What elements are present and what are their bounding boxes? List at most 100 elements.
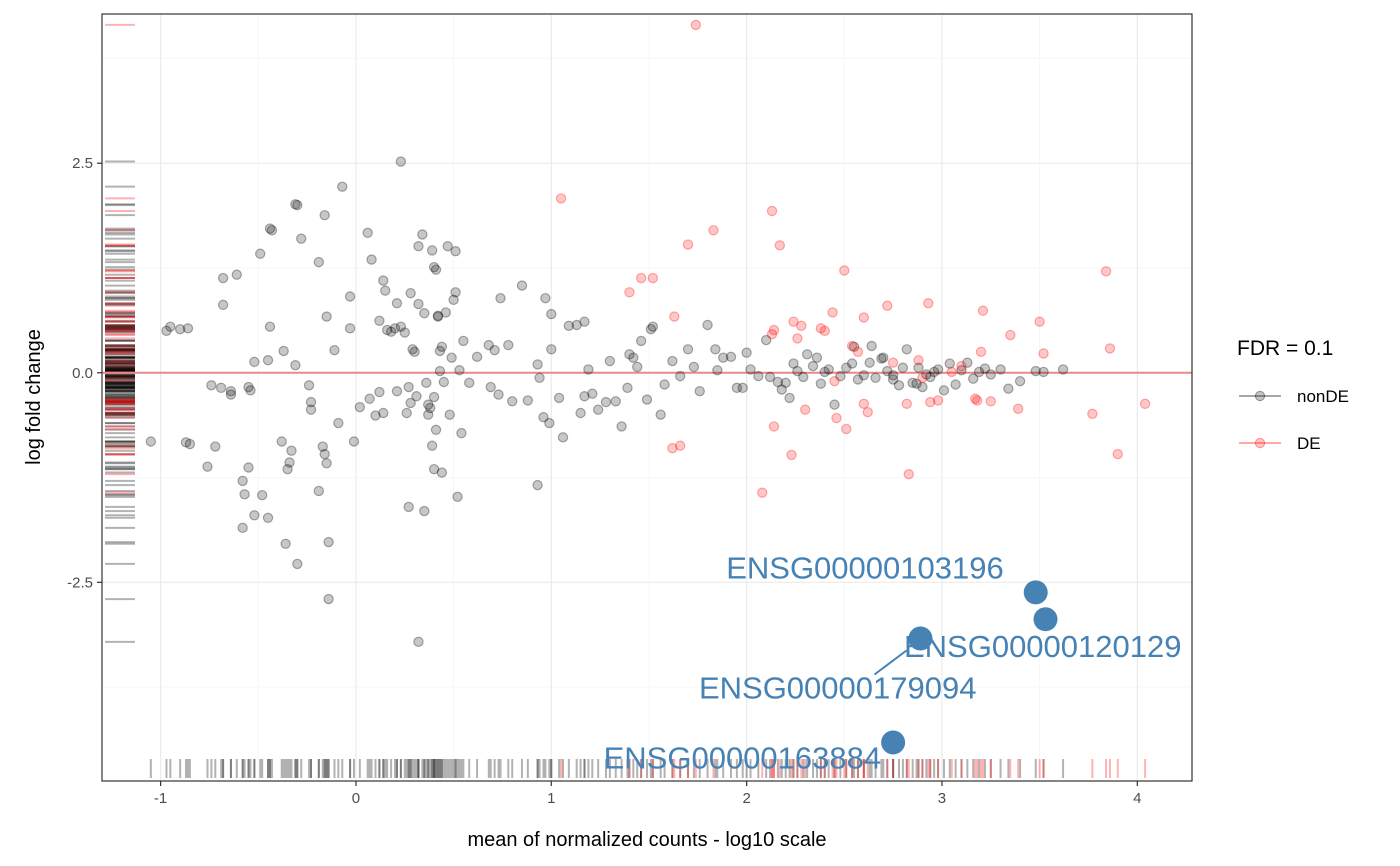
point-DE-15 <box>774 240 786 251</box>
point-nonDE-234 <box>911 378 922 389</box>
point-nonDE-145 <box>579 391 590 402</box>
point-DE-5 <box>669 311 680 322</box>
grid-minor <box>102 14 1192 781</box>
point-nonDE-155 <box>624 349 635 360</box>
point-nonDE-208 <box>907 377 918 389</box>
point-nonDE-133 <box>534 372 545 384</box>
point-nonDE-121 <box>464 377 475 389</box>
point-nonDE-36 <box>264 223 276 234</box>
legend-title: FDR = 0.1 <box>1237 337 1333 360</box>
point-nonDE-200 <box>864 357 875 368</box>
point-DE-23 <box>827 307 838 318</box>
point-DE-55 <box>969 393 981 404</box>
point-nonDE-231 <box>866 340 877 352</box>
point-nonDE-66 <box>378 407 389 419</box>
point-nonDE-20 <box>239 489 250 500</box>
point-nonDE-47 <box>321 458 332 469</box>
point-nonDE-134 <box>532 479 543 491</box>
highlight-point-0 <box>1023 580 1048 605</box>
point-nonDE-160 <box>645 323 657 335</box>
x-tick-label-5: 4 <box>1133 790 1141 807</box>
point-nonDE-125 <box>489 344 500 356</box>
point-nonDE-186 <box>792 365 803 377</box>
legend-label-1: DE <box>1297 434 1321 453</box>
point-DE-32 <box>882 300 893 311</box>
point-nonDE-2 <box>174 323 186 335</box>
point-nonDE-124 <box>485 381 496 393</box>
point-DE-40 <box>946 366 957 378</box>
point-nonDE-64 <box>370 410 381 421</box>
point-DE-54 <box>1139 398 1151 409</box>
point-nonDE-60 <box>354 401 366 413</box>
point-nonDE-172 <box>717 352 729 363</box>
point-nonDE-149 <box>592 404 604 415</box>
point-nonDE-55 <box>333 417 344 429</box>
point-nonDE-104 <box>403 501 414 513</box>
point-nonDE-177 <box>745 364 756 375</box>
point-nonDE-224 <box>995 364 1006 375</box>
point-nonDE-58 <box>344 291 356 302</box>
point-nonDE-122 <box>471 351 483 363</box>
y-tick-label-0: -2.5 <box>67 574 93 591</box>
point-nonDE-211 <box>921 369 932 380</box>
point-nonDE-221 <box>973 366 985 378</box>
point-nonDE-88 <box>426 245 438 256</box>
point-nonDE-79 <box>407 344 418 355</box>
point-nonDE-129 <box>507 396 518 407</box>
point-nonDE-19 <box>237 475 248 487</box>
point-nonDE-105 <box>419 505 430 517</box>
point-nonDE-175 <box>737 382 748 394</box>
point-nonDE-176 <box>741 347 752 358</box>
point-nonDE-76 <box>399 327 410 338</box>
point-nonDE-18 <box>243 462 254 473</box>
point-DE-45 <box>985 396 996 407</box>
point-nonDE-10 <box>225 386 237 397</box>
point-nonDE-120 <box>434 365 446 377</box>
point-DE-37 <box>923 297 934 309</box>
highlight-label-2: ENSG00000179094 <box>699 670 977 705</box>
point-nonDE-42 <box>303 380 315 391</box>
highlight-label-1: ENSG00000120129 <box>904 629 1182 664</box>
point-nonDE-97 <box>446 352 457 363</box>
point-DE-34 <box>901 398 913 409</box>
point-nonDE-166 <box>682 344 694 355</box>
point-nonDE-84 <box>417 229 428 240</box>
point-nonDE-199 <box>858 370 870 381</box>
point-nonDE-8 <box>206 380 217 391</box>
point-nonDE-226 <box>1014 375 1026 387</box>
x-tick-label-2: 1 <box>547 790 555 807</box>
point-nonDE-21 <box>256 489 268 501</box>
legend-entries: nonDE DE <box>1239 387 1349 453</box>
point-DE-22 <box>819 325 830 337</box>
point-nonDE-32 <box>262 354 274 366</box>
point-nonDE-159 <box>641 394 653 405</box>
highlight-point-3 <box>881 730 906 755</box>
point-nonDE-82 <box>411 391 422 402</box>
point-nonDE-73 <box>391 297 403 309</box>
point-nonDE-193 <box>823 364 834 375</box>
point-nonDE-135 <box>538 411 549 423</box>
point-DE-7 <box>675 440 686 451</box>
point-DE-17 <box>788 316 799 327</box>
point-nonDE-223 <box>985 369 996 380</box>
point-nonDE-178 <box>753 370 764 382</box>
point-nonDE-62 <box>364 393 375 404</box>
point-nonDE-65 <box>374 386 385 398</box>
point-DE-51 <box>1100 266 1112 277</box>
point-nonDE-216 <box>944 358 955 369</box>
point-nonDE-131 <box>522 395 534 406</box>
point-nonDE-143 <box>571 319 582 331</box>
point-DE-50 <box>1087 408 1098 420</box>
point-nonDE-31 <box>249 356 260 368</box>
point-nonDE-197 <box>846 358 858 369</box>
highlight-point-1 <box>1033 607 1058 632</box>
point-nonDE-115 <box>391 386 403 397</box>
point-nonDE-45 <box>313 485 325 497</box>
point-nonDE-205 <box>893 380 905 391</box>
point-nonDE-59 <box>348 436 360 447</box>
point-nonDE-51 <box>319 209 330 221</box>
plot-panel-background <box>102 14 1192 781</box>
point-nonDE-163 <box>659 379 670 390</box>
point-nonDE-185 <box>788 358 799 369</box>
